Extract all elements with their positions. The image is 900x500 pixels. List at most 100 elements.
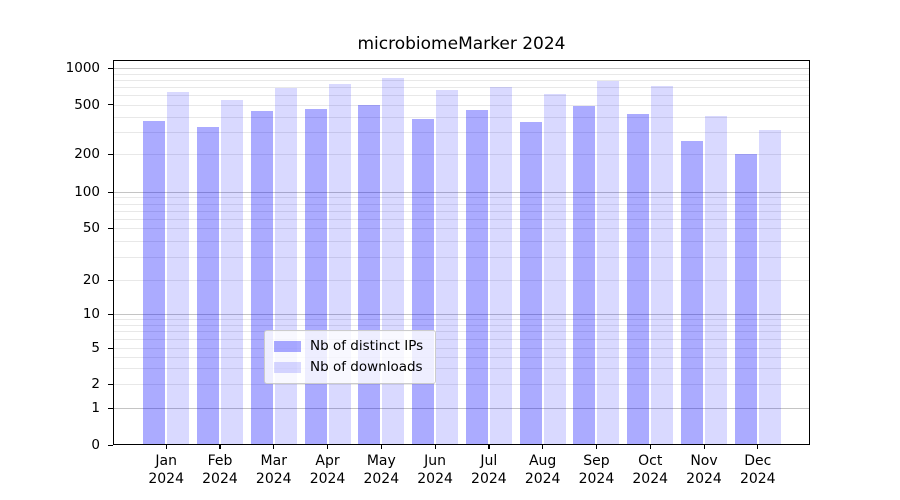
legend-swatch-downloads xyxy=(274,362,301,373)
bar-downloads xyxy=(597,81,620,445)
gridline-minor xyxy=(113,86,810,88)
x-tick-label: Jul 2024 xyxy=(471,453,507,487)
bar-distinct-ips xyxy=(412,118,435,445)
y-tick-mark xyxy=(108,444,113,446)
gridline-minor xyxy=(113,348,810,349)
x-tick-label: Nov 2024 xyxy=(686,453,722,487)
y-tick-mark xyxy=(108,153,113,155)
y-tick-label: 200 xyxy=(74,146,100,162)
y-tick-label: 1000 xyxy=(65,60,100,76)
bar-distinct-ips xyxy=(681,140,703,445)
y-tick-label: 100 xyxy=(74,184,100,200)
gridline-minor xyxy=(113,94,810,96)
gridline-major xyxy=(113,408,810,409)
x-tick-mark xyxy=(703,445,705,449)
bar-downloads xyxy=(436,90,459,445)
x-tick-mark xyxy=(542,445,544,449)
gridline-minor xyxy=(113,331,810,333)
y-tick-mark xyxy=(108,227,113,229)
gridline-minor xyxy=(113,116,810,118)
x-tick-label: Dec 2024 xyxy=(739,453,776,487)
y-tick-label: 0 xyxy=(91,437,100,453)
y-tick-label: 10 xyxy=(82,306,100,322)
gridline-minor xyxy=(113,280,810,281)
bar-downloads xyxy=(220,99,243,445)
y-tick-label: 1 xyxy=(91,400,100,416)
y-tick-mark xyxy=(108,383,113,385)
bar-distinct-ips xyxy=(519,121,542,445)
gridline-minor xyxy=(113,210,810,212)
x-tick-label: Aug 2024 xyxy=(524,453,561,487)
bar-downloads xyxy=(167,92,190,445)
bar-downloads xyxy=(274,88,297,445)
x-tick-mark xyxy=(757,445,759,449)
bar-downloads xyxy=(382,77,405,445)
legend-label-distinct-ips: Nb of distinct IPs xyxy=(310,338,424,354)
gridline-minor xyxy=(113,104,810,106)
gridline-minor xyxy=(113,339,810,341)
gridline-minor xyxy=(113,368,810,370)
bar-distinct-ips xyxy=(358,104,381,445)
y-tick-mark xyxy=(108,313,113,315)
bar-downloads xyxy=(543,94,566,445)
gridline-major xyxy=(113,68,810,69)
bar-downloads xyxy=(651,86,674,445)
y-tick-mark xyxy=(108,191,113,193)
x-tick-mark xyxy=(165,445,167,449)
chart-title: microbiomeMarker 2024 xyxy=(357,34,566,54)
bar-distinct-ips xyxy=(465,110,488,445)
bar-distinct-ips xyxy=(734,154,757,445)
gridline-minor xyxy=(113,356,810,358)
y-tick-mark xyxy=(108,347,113,349)
x-tick-label: May 2024 xyxy=(363,453,400,487)
x-tick-mark xyxy=(649,445,651,449)
gridline-minor xyxy=(113,154,810,155)
legend-label-downloads: Nb of downloads xyxy=(310,359,423,375)
bar-downloads xyxy=(328,83,351,445)
x-tick-label: Mar 2024 xyxy=(255,453,292,487)
y-tick-label: 20 xyxy=(82,272,100,288)
y-tick-mark xyxy=(108,67,113,69)
x-tick-label: Feb 2024 xyxy=(202,453,238,487)
bar-distinct-ips xyxy=(196,126,219,445)
bar-downloads xyxy=(705,115,727,445)
y-tick-label: 2 xyxy=(91,376,100,392)
plot-area: 0 1 2 5 10 20 50 100 200 500 1000 Jan 2024 Feb 2024 Mar… xyxy=(66,60,810,487)
gridline-minor xyxy=(113,228,810,229)
y-tick-mark xyxy=(108,104,113,106)
legend-entry-distinct-ips: Nb of distinct IPs xyxy=(274,339,423,354)
gridline-major xyxy=(113,192,810,193)
legend-entry-downloads: Nb of downloads xyxy=(274,360,423,375)
gridline-minor xyxy=(113,218,810,220)
gridline-minor xyxy=(113,79,810,81)
y-tick-label: 50 xyxy=(82,220,100,236)
bar-distinct-ips xyxy=(627,113,650,445)
bar-distinct-ips xyxy=(143,120,166,445)
legend-swatch-distinct-ips xyxy=(274,341,301,352)
x-tick-label: Apr 2024 xyxy=(309,453,346,487)
x-tick-mark xyxy=(219,445,221,449)
gridline-minor xyxy=(113,256,810,258)
gridline-minor xyxy=(113,384,810,385)
y-tick-label: 5 xyxy=(91,340,100,356)
x-tick-label: Jun 2024 xyxy=(417,453,453,487)
x-tick-mark xyxy=(595,445,598,449)
gridline-minor xyxy=(113,203,810,205)
x-tick-mark xyxy=(273,445,275,449)
gridline-major xyxy=(113,314,810,315)
gridline-minor xyxy=(113,319,810,321)
gridline-minor xyxy=(113,324,810,326)
x-tick-mark xyxy=(488,445,490,449)
x-tick-label: Oct 2024 xyxy=(632,453,669,487)
x-tick-mark xyxy=(327,445,329,449)
gridline-minor xyxy=(113,240,810,242)
gridline-minor xyxy=(113,132,810,134)
y-tick-mark xyxy=(108,279,113,281)
y-tick-label: 500 xyxy=(74,96,100,113)
bar-distinct-ips xyxy=(304,109,327,445)
gridline-minor xyxy=(113,197,810,199)
gridline-minor xyxy=(113,73,810,75)
legend: Nb of distinct IPs Nb of downloads xyxy=(264,330,437,384)
x-tick-label: Sep 2024 xyxy=(578,453,615,487)
